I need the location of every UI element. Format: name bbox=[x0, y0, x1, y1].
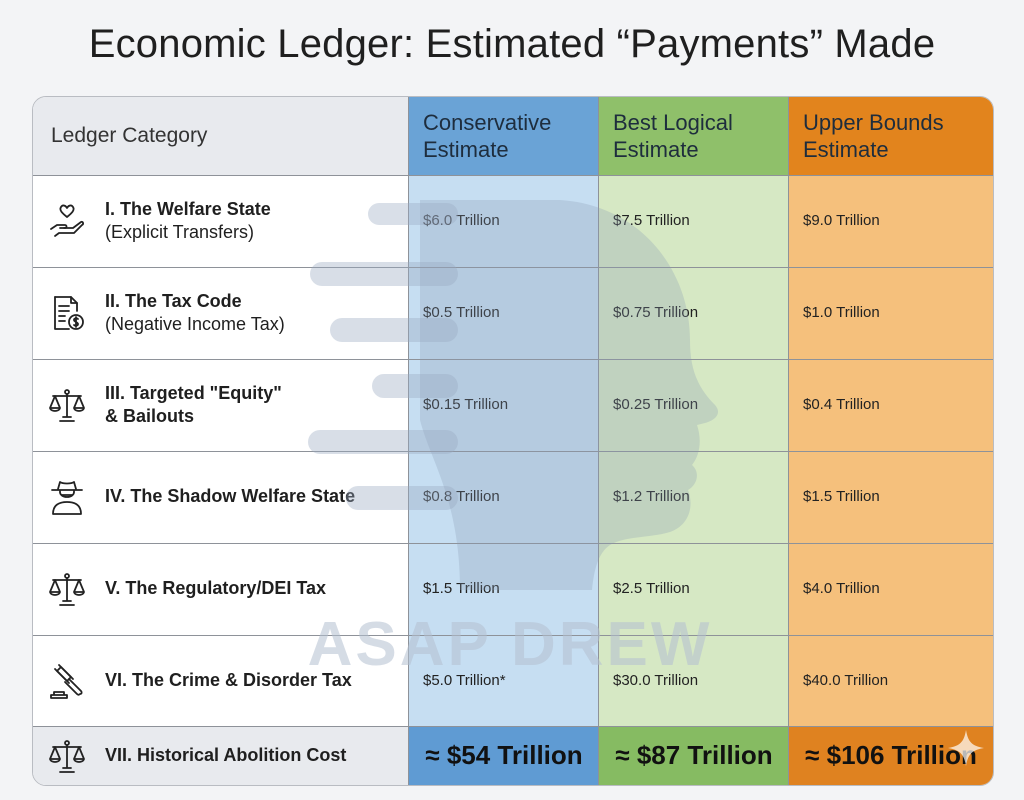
tax-document-icon bbox=[47, 293, 87, 333]
row-divider bbox=[33, 635, 993, 636]
scales-icon bbox=[47, 569, 87, 609]
upper-column-bg bbox=[789, 97, 993, 785]
row-regulatory-dei: V. The Regulatory/DEI Tax bbox=[33, 543, 409, 634]
row-crime-disorder: VI. The Crime & Disorder Tax bbox=[33, 635, 409, 726]
row-historical-abolition: VII. Historical Abolition Cost bbox=[33, 726, 409, 785]
row-divider bbox=[33, 359, 993, 360]
scales-icon bbox=[47, 385, 87, 425]
incognito-person-icon bbox=[47, 477, 87, 517]
ledger-table: Ledger Category Conservative Estimate Be… bbox=[32, 96, 994, 786]
conservative-value: $0.8 Trillion bbox=[423, 488, 500, 505]
best-value: $2.5 Trillion bbox=[613, 580, 690, 597]
row-divider bbox=[33, 726, 993, 727]
upper-header: Upper Bounds Estimate bbox=[789, 97, 993, 175]
upper-value: $1.0 Trillion bbox=[803, 304, 880, 321]
row-tax-code: II. The Tax Code (Negative Income Tax) bbox=[33, 267, 409, 358]
conservative-header-line1: Conservative bbox=[423, 110, 552, 135]
upper-value: $4.0 Trillion bbox=[803, 580, 880, 597]
scales-icon bbox=[47, 736, 87, 776]
best-header-line1: Best Logical bbox=[613, 110, 733, 135]
row-targeted-equity: III. Targeted "Equity" & Bailouts bbox=[33, 359, 409, 450]
conservative-header-line2: Estimate bbox=[423, 137, 509, 162]
row-shadow-welfare: IV. The Shadow Welfare State bbox=[33, 451, 409, 542]
heart-hand-icon bbox=[47, 201, 87, 241]
best-column-bg bbox=[599, 97, 789, 785]
row-divider bbox=[33, 267, 993, 268]
best-value: $1.2 Trillion bbox=[613, 488, 690, 505]
upper-header-line1: Upper Bounds bbox=[803, 110, 944, 135]
category-name: IV. The Shadow Welfare State bbox=[105, 486, 356, 506]
upper-header-line2: Estimate bbox=[803, 137, 889, 162]
category-subtitle: (Negative Income Tax) bbox=[105, 313, 285, 334]
best-value: $0.75 Trillion bbox=[613, 304, 699, 321]
best-header-line2: Estimate bbox=[613, 137, 699, 162]
upper-value: $0.4 Trillion bbox=[803, 396, 880, 413]
conservative-value: $6.0 Trillion bbox=[423, 212, 500, 229]
row-divider bbox=[33, 543, 993, 544]
upper-value: $9.0 Trillion bbox=[803, 212, 880, 229]
gavel-icon bbox=[47, 661, 87, 701]
category-header: Ledger Category bbox=[33, 97, 409, 175]
column-divider bbox=[598, 97, 599, 785]
category-name: VII. Historical Abolition Cost bbox=[105, 745, 347, 765]
conservative-header: Conservative Estimate bbox=[409, 97, 599, 175]
row-divider bbox=[33, 175, 993, 176]
best-value: $30.0 Trillion bbox=[613, 672, 699, 689]
best-value: $7.5 Trillion bbox=[613, 212, 690, 229]
column-divider bbox=[788, 97, 789, 785]
conservative-value: $1.5 Trillion bbox=[423, 580, 500, 597]
best-header: Best Logical Estimate bbox=[599, 97, 789, 175]
conservative-column-bg bbox=[409, 97, 599, 785]
category-subtitle: & Bailouts bbox=[105, 405, 195, 426]
conservative-value: $0.5 Trillion bbox=[423, 304, 500, 321]
page-title: Economic Ledger: Estimated “Payments” Ma… bbox=[88, 22, 936, 66]
category-name: II. The Tax Code bbox=[105, 290, 242, 311]
row-divider bbox=[33, 451, 993, 452]
conservative-value: $0.15 Trillion bbox=[423, 396, 509, 413]
category-name: V. The Regulatory/DEI Tax bbox=[105, 578, 327, 598]
conservative-value: $5.0 Trillion* bbox=[423, 672, 506, 689]
upper-value: $1.5 Trillion bbox=[803, 488, 880, 505]
best-value: $0.25 Trillion bbox=[613, 396, 699, 413]
row-welfare-state: I. The Welfare State (Explicit Transfers… bbox=[33, 175, 409, 266]
upper-total: ≈ $106 Trillion bbox=[789, 726, 993, 785]
upper-value: $40.0 Trillion bbox=[803, 672, 889, 689]
category-subtitle: (Explicit Transfers) bbox=[105, 221, 255, 242]
best-total: ≈ $87 Trillion bbox=[599, 726, 789, 785]
category-name: VI. The Crime & Disorder Tax bbox=[105, 670, 352, 690]
category-name: III. Targeted "Equity" bbox=[105, 382, 282, 403]
conservative-total: ≈ $54 Trillion bbox=[409, 726, 599, 785]
category-name: I. The Welfare State bbox=[105, 198, 271, 219]
column-divider bbox=[408, 97, 409, 785]
